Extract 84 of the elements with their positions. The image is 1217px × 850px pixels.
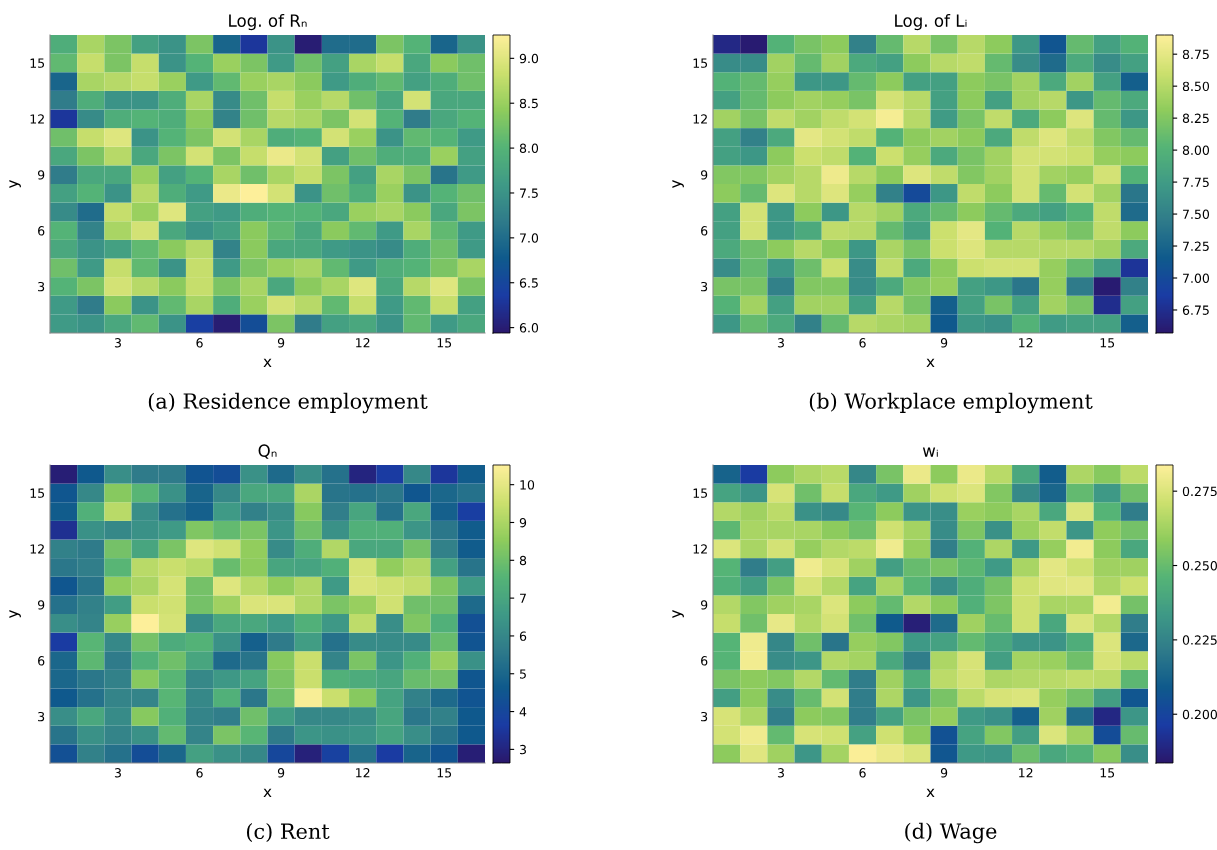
- text: (d) Wage: [905, 822, 997, 844]
- color-bar-label: 8.5: [519, 98, 538, 109]
- y-tick-label: 12: [693, 114, 707, 124]
- color-bar-label: 7.00: [1183, 273, 1210, 283]
- y-axis-title: y: [9, 609, 21, 619]
- x-tick-label: 9: [277, 338, 285, 348]
- chart-title: Log. of Lᵢ: [895, 14, 967, 31]
- color-bar-label: 8.25: [1182, 113, 1209, 124]
- text: (b) Workplace employment: [809, 392, 1093, 414]
- y-axis-title: y: [672, 179, 684, 189]
- x-tick-label: 3: [114, 768, 121, 778]
- y-axis-title: y: [9, 179, 21, 189]
- y-tick-label: 3: [38, 281, 45, 292]
- color-bar-label: 10: [520, 480, 535, 490]
- y-tick-label: 3: [701, 281, 708, 292]
- color-bar-label: 0.225: [1182, 635, 1217, 645]
- x-axis-title: x: [263, 788, 272, 798]
- color-bar-label: 6.0: [519, 323, 539, 333]
- y-tick-label: 9: [37, 170, 45, 180]
- color-bar-label: 8.00: [1182, 145, 1210, 156]
- color-bar-label: 6: [519, 631, 527, 641]
- y-tick-label: 12: [30, 544, 44, 554]
- color-bar-label: 0.275: [1182, 486, 1217, 497]
- y-tick-label: 9: [700, 170, 708, 180]
- color-bar-label: 5: [519, 669, 526, 679]
- color-bar-label: 9: [519, 517, 527, 528]
- color-bar-label: 7: [520, 593, 526, 603]
- y-tick-label: 6: [701, 656, 708, 666]
- y-tick-label: 15: [30, 58, 45, 68]
- y-tick-label: 12: [693, 544, 707, 554]
- y-tick-label: 9: [37, 600, 45, 610]
- text: (a) Residence employment: [148, 392, 428, 414]
- x-tick-label: 9: [277, 768, 285, 778]
- color-bar-label: 9.0: [519, 53, 539, 64]
- x-tick-label: 15: [1100, 768, 1115, 778]
- x-axis-title: x: [926, 358, 935, 368]
- y-tick-label: 9: [700, 600, 708, 610]
- chart-title: Qₙ: [258, 444, 277, 459]
- color-bar-label: 3: [519, 744, 526, 755]
- color-bar-label: 8.50: [1182, 81, 1210, 92]
- y-tick-label: 3: [38, 711, 45, 722]
- x-tick-label: 12: [1019, 338, 1033, 348]
- x-tick-label: 15: [1100, 338, 1115, 348]
- y-tick-label: 12: [30, 114, 44, 124]
- color-bar-label: 0.250: [1182, 560, 1217, 571]
- color-bar-label: 4: [519, 707, 527, 717]
- x-tick-label: 3: [777, 338, 784, 348]
- x-tick-label: 9: [940, 338, 948, 348]
- color-bar-label: 8.75: [1182, 49, 1209, 60]
- color-bar-label: 7.25: [1183, 241, 1209, 251]
- x-tick-label: 6: [196, 768, 203, 778]
- y-tick-label: 6: [701, 226, 708, 236]
- x-tick-label: 6: [859, 768, 866, 778]
- x-tick-label: 6: [859, 338, 866, 348]
- color-bar-label: 7.50: [1183, 209, 1210, 219]
- color-bar-label: 7.75: [1183, 177, 1209, 188]
- x-tick-label: 6: [196, 338, 203, 348]
- y-tick-label: 15: [30, 488, 45, 498]
- color-bar-label: 8.0: [519, 143, 539, 154]
- color-bar-label: 0.200: [1182, 709, 1217, 720]
- color-bar-label: 6.75: [1182, 305, 1209, 315]
- x-tick-label: 15: [437, 338, 452, 348]
- y-tick-label: 15: [693, 488, 708, 498]
- x-tick-label: 9: [940, 768, 948, 778]
- color-bar-label: 6.5: [519, 278, 538, 288]
- chart-title: Log. of Rₙ: [229, 14, 307, 31]
- y-tick-label: 6: [38, 226, 45, 236]
- y-tick-label: 6: [38, 656, 45, 666]
- x-tick-label: 15: [437, 768, 452, 778]
- x-axis-title: x: [263, 358, 272, 368]
- color-bar-label: 8: [519, 555, 527, 566]
- x-axis-title: x: [926, 788, 935, 798]
- color-bar-label: 7.5: [520, 188, 538, 198]
- x-tick-label: 12: [356, 768, 370, 778]
- color-bar-label: 7.0: [520, 233, 539, 243]
- y-axis-title: y: [672, 609, 684, 619]
- x-tick-label: 12: [1019, 768, 1033, 778]
- text: (c) Rent: [246, 822, 330, 842]
- chart-title: wᵢ: [922, 447, 938, 457]
- x-tick-label: 12: [356, 338, 370, 348]
- y-tick-label: 3: [701, 711, 708, 722]
- x-tick-label: 3: [114, 338, 121, 348]
- x-tick-label: 3: [777, 768, 784, 778]
- y-tick-label: 15: [693, 58, 708, 68]
